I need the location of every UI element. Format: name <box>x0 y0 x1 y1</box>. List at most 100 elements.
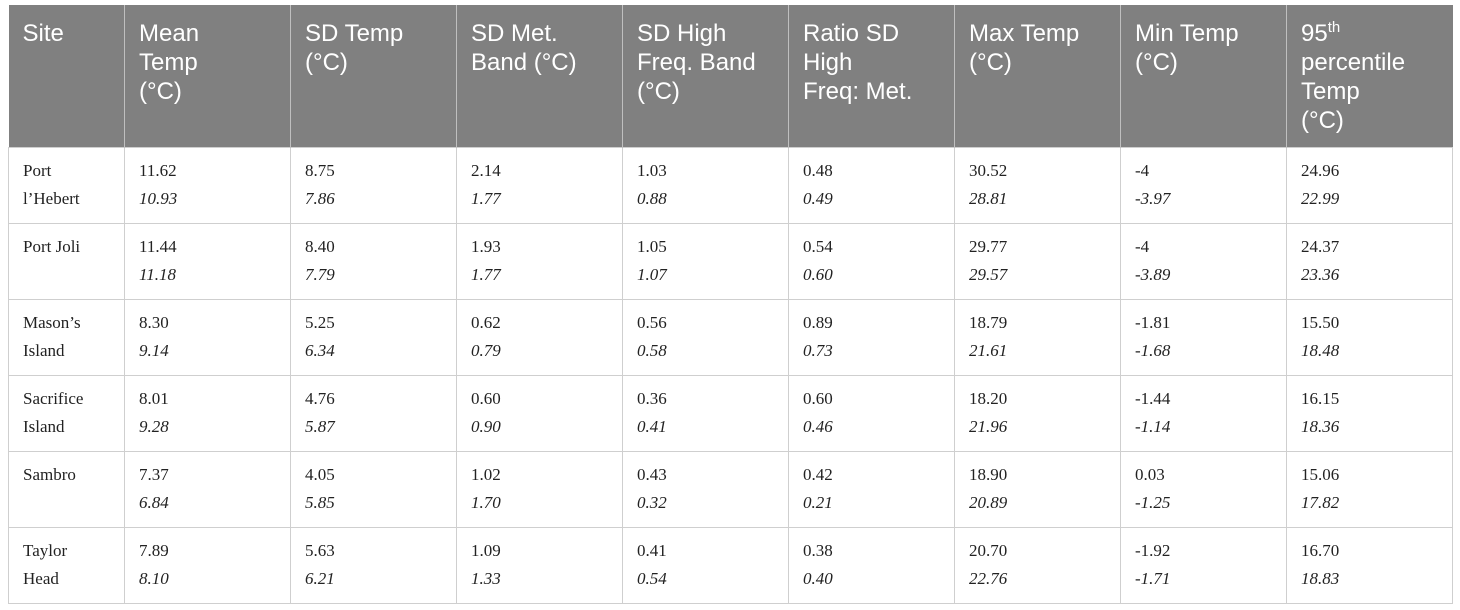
header-text: (°C) <box>1135 49 1178 76</box>
value-cell: 16.15 18.36 <box>1286 375 1453 452</box>
value-text-italic: -3.97 <box>1135 189 1171 208</box>
value-cell: 1.93 1.77 <box>456 223 623 300</box>
header-text: percentile <box>1301 49 1406 76</box>
site-name: l’Hebert <box>23 189 80 208</box>
value-cell: 24.96 22.99 <box>1286 147 1453 224</box>
value-text: 0.36 <box>637 389 667 408</box>
value-text-italic: 8.10 <box>139 569 169 588</box>
value-text: 0.03 <box>1135 465 1165 484</box>
value-text-italic: 1.77 <box>471 265 501 284</box>
value-cell: 0.56 0.58 <box>622 299 789 376</box>
value-cell: 0.42 0.21 <box>788 451 955 528</box>
header-text: Freq. Band <box>637 49 756 76</box>
value-text-italic: 7.86 <box>305 189 335 208</box>
value-cell: 0.60 0.90 <box>456 375 623 452</box>
value-text: 0.54 <box>803 237 833 256</box>
header-text: (°C) <box>637 78 680 105</box>
site-cell: Taylor Head <box>8 527 125 604</box>
value-cell: 0.48 0.49 <box>788 147 955 224</box>
value-text-italic: -1.14 <box>1135 417 1171 436</box>
value-cell: 4.05 5.85 <box>290 451 457 528</box>
value-text: 18.20 <box>969 389 1008 408</box>
value-cell: 1.02 1.70 <box>456 451 623 528</box>
value-text-italic: 6.34 <box>305 341 335 360</box>
header-text: 95th <box>1301 19 1439 48</box>
value-text-italic: 0.54 <box>637 569 667 588</box>
value-text: 1.05 <box>637 237 667 256</box>
value-text: 0.38 <box>803 541 833 560</box>
value-text-italic: 10.93 <box>139 189 178 208</box>
value-text-italic: 23.36 <box>1301 265 1340 284</box>
value-cell: -1.81 -1.68 <box>1120 299 1287 376</box>
value-cell: 18.90 20.89 <box>954 451 1121 528</box>
value-cell: 24.37 23.36 <box>1286 223 1453 300</box>
value-text-italic: 0.41 <box>637 417 667 436</box>
value-cell: 20.70 22.76 <box>954 527 1121 604</box>
value-text-italic: 21.96 <box>969 417 1008 436</box>
value-text-italic: 29.57 <box>969 265 1008 284</box>
value-text: 0.41 <box>637 541 667 560</box>
value-text: 24.37 <box>1301 237 1340 256</box>
site-name: Sacrifice <box>23 389 84 408</box>
value-cell: 18.20 21.96 <box>954 375 1121 452</box>
value-text-italic: 0.21 <box>803 493 833 512</box>
header-text: Site <box>22 20 64 47</box>
value-text-italic: 1.70 <box>471 493 501 512</box>
value-cell: 0.43 0.32 <box>622 451 789 528</box>
value-text: 8.01 <box>139 389 169 408</box>
value-text-italic: 0.79 <box>471 341 501 360</box>
superscript: th <box>1327 19 1341 36</box>
value-text: 1.09 <box>471 541 501 560</box>
value-cell: 18.79 21.61 <box>954 299 1121 376</box>
value-cell: 8.40 7.79 <box>290 223 457 300</box>
value-cell: 16.70 18.83 <box>1286 527 1453 604</box>
value-cell: 30.52 28.81 <box>954 147 1121 224</box>
value-text: 1.02 <box>471 465 501 484</box>
value-text: 4.05 <box>305 465 335 484</box>
value-text-italic: -3.89 <box>1135 265 1171 284</box>
value-text: 0.89 <box>803 313 833 332</box>
site-cell: Sambro <box>8 451 125 528</box>
value-text: 11.62 <box>139 161 177 180</box>
value-text-italic: 0.49 <box>803 189 833 208</box>
value-cell: 29.77 29.57 <box>954 223 1121 300</box>
value-text: 5.25 <box>305 313 335 332</box>
value-text: -1.44 <box>1135 389 1171 408</box>
value-text-italic: 22.76 <box>969 569 1008 588</box>
data-table: Site Mean Temp (°C) SD Temp (°C) SD Met. Band (… <box>8 5 1453 604</box>
value-cell: 5.63 6.21 <box>290 527 457 604</box>
table-row: Port l’Hebert 11.62 10.93 8.75 7.86 2.14 1.77 1.… <box>8 147 1453 224</box>
value-text: 7.37 <box>139 465 169 484</box>
header-text: Band (°C) <box>471 49 577 76</box>
value-text-italic: 18.48 <box>1301 341 1340 360</box>
value-text-italic: 28.81 <box>969 189 1008 208</box>
column-header: SD Met. Band (°C) <box>456 5 623 148</box>
value-text-italic: 6.84 <box>139 493 169 512</box>
value-cell: 8.01 9.28 <box>124 375 291 452</box>
value-text-italic: 0.32 <box>637 493 667 512</box>
value-text-italic: 1.33 <box>471 569 501 588</box>
table-row: Mason’s Island 8.30 9.14 5.25 6.34 0.62 0.79 0.5… <box>8 299 1453 376</box>
value-cell: 7.89 8.10 <box>124 527 291 604</box>
column-header: Min Temp (°C) <box>1120 5 1287 148</box>
value-cell: 0.62 0.79 <box>456 299 623 376</box>
value-text: 8.30 <box>139 313 169 332</box>
value-cell: 4.76 5.87 <box>290 375 457 452</box>
value-cell: 7.37 6.84 <box>124 451 291 528</box>
column-header: 95th percentile Temp (°C) <box>1286 5 1453 148</box>
header-text: 95 <box>1301 20 1328 47</box>
site-name: Island <box>23 417 65 436</box>
value-text: 1.93 <box>471 237 501 256</box>
value-text-italic: -1.25 <box>1135 493 1171 512</box>
value-text-italic: 0.90 <box>471 417 501 436</box>
value-cell: -1.92 -1.71 <box>1120 527 1287 604</box>
value-text: 2.14 <box>471 161 501 180</box>
value-cell: 5.25 6.34 <box>290 299 457 376</box>
header-text: (°C) <box>969 49 1012 76</box>
table-row: Sacrifice Island 8.01 9.28 4.76 5.87 0.60 0.90 0… <box>8 375 1453 452</box>
value-text: 29.77 <box>969 237 1008 256</box>
value-text: 0.56 <box>637 313 667 332</box>
value-text: 30.52 <box>969 161 1008 180</box>
value-text-italic: 0.58 <box>637 341 667 360</box>
value-text: 7.89 <box>139 541 169 560</box>
